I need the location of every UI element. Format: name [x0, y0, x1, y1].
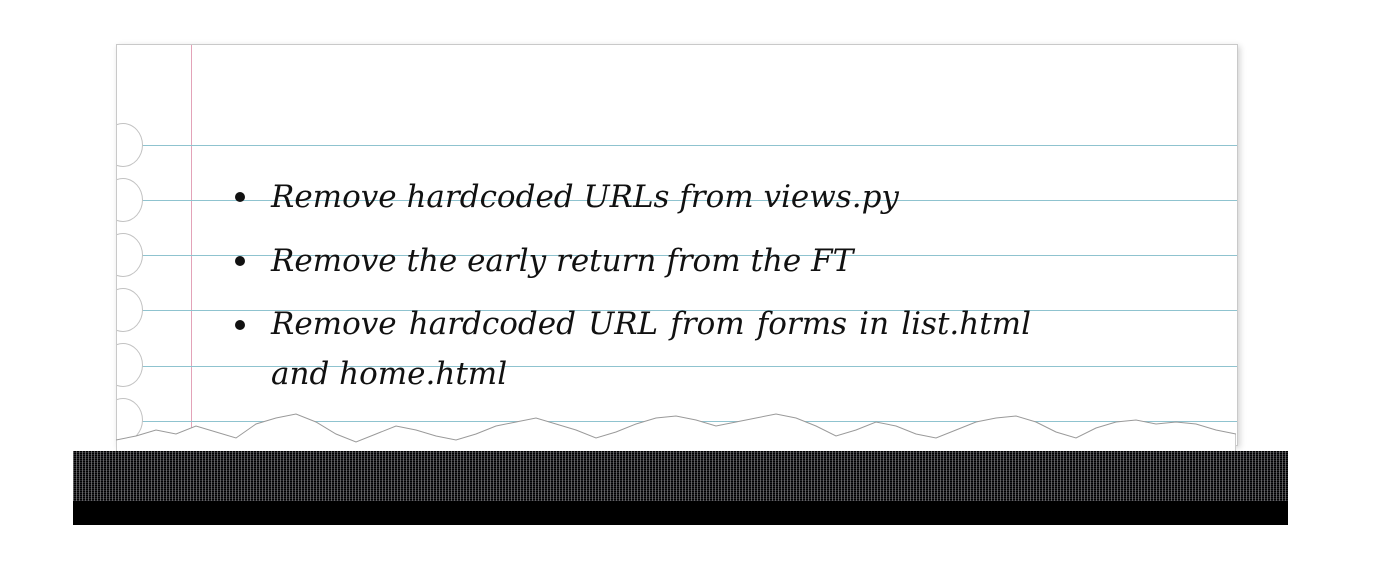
punch-hole: [117, 233, 143, 277]
punch-hole: [117, 343, 143, 387]
rule-line: [117, 200, 1237, 201]
punch-hole: [117, 288, 143, 332]
list-item: Remove hardcoded URLs from views.py: [235, 171, 1031, 223]
list-item: Remove the early return from the FT: [235, 235, 1031, 287]
rule-line: [117, 145, 1237, 146]
todo-list: Remove hardcoded URLs from views.py Remo…: [235, 171, 1031, 399]
margin-line: [191, 45, 192, 445]
punch-hole: [117, 123, 143, 167]
bullet-icon: [235, 256, 245, 266]
rule-line: [117, 255, 1237, 256]
torn-paper-edge: [116, 413, 1236, 452]
list-item-text: Remove hardcoded URL from forms in list.…: [271, 306, 1031, 392]
rule-line: [117, 366, 1237, 367]
list-item-text: Remove the early return from the FT: [271, 243, 854, 279]
notebook-sheet: Remove hardcoded URLs from views.py Remo…: [116, 44, 1238, 446]
rule-line: [117, 310, 1237, 311]
bullet-icon: [235, 192, 245, 202]
scan-artifact-band: [73, 451, 1288, 525]
list-item-text: Remove hardcoded URLs from views.py: [271, 179, 899, 215]
scan-noise: [73, 451, 1288, 501]
punch-hole: [117, 178, 143, 222]
bullet-icon: [235, 320, 245, 330]
list-item: Remove hardcoded URL from forms in list.…: [235, 299, 1031, 399]
